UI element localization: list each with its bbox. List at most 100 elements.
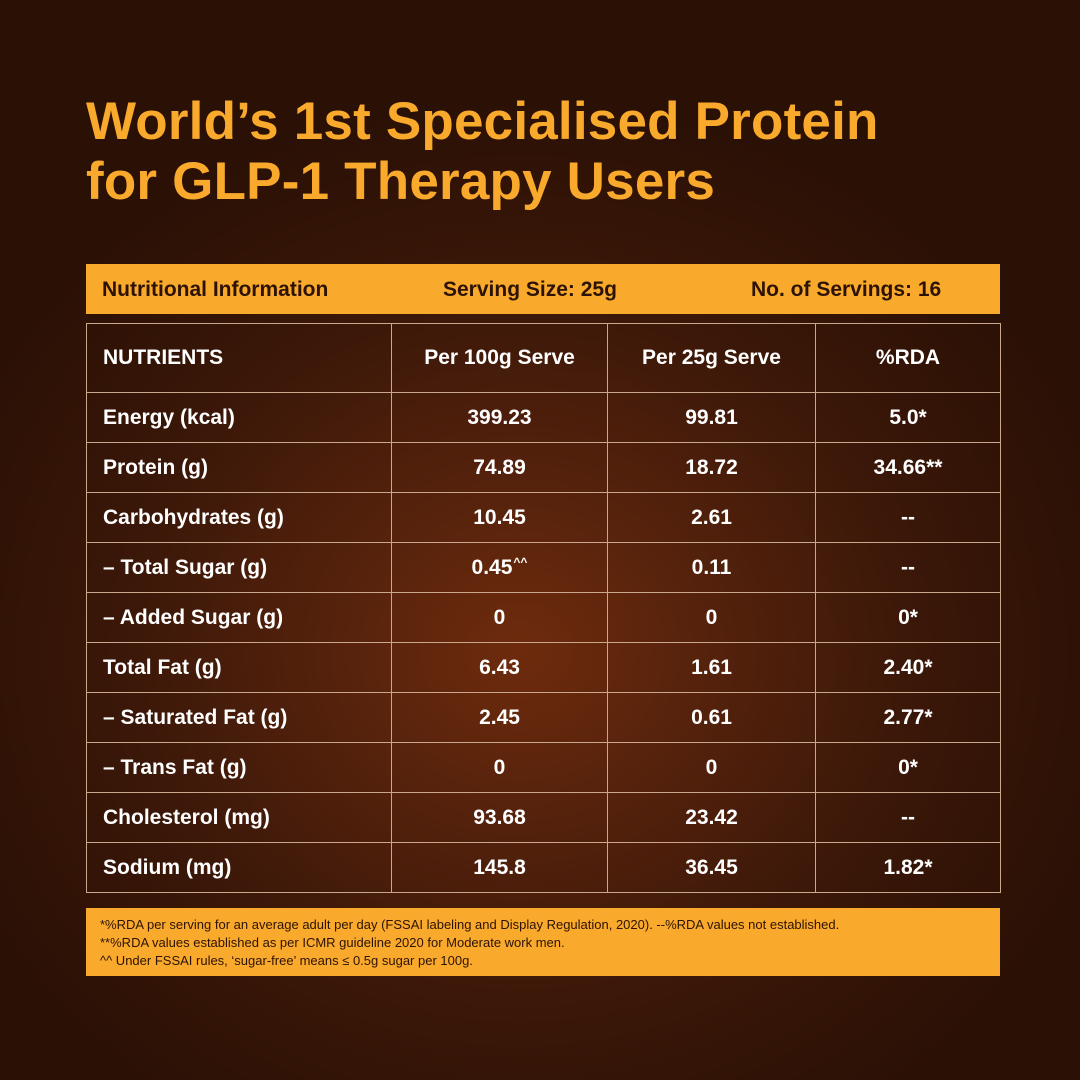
footnote-rda: *%RDA per serving for an average adult p… (100, 917, 840, 932)
cell-per-100g: 2.45 (391, 692, 608, 743)
cell-per-100g: 399.23 (391, 392, 608, 443)
title-line-2: for GLP-1 Therapy Users (86, 152, 716, 211)
cell-rda: 1.82* (815, 842, 1001, 893)
table-row: Carbohydrates (g) 10.45 2.61 -- (86, 492, 1001, 543)
cell-nutrient-value: Carbohydrates (g) (103, 505, 284, 529)
cell-per-100g-value: 399.23 (467, 405, 532, 429)
cell-per-100g-value: 0.45 (471, 556, 513, 579)
cell-nutrient: Protein (g) (86, 442, 392, 493)
cell-per-100g-value: 0 (493, 605, 506, 629)
cell-nutrient: – Saturated Fat (g) (86, 692, 392, 743)
header-rda: %RDA (815, 323, 1001, 393)
cell-per-100g: 0 (391, 742, 608, 793)
table-row: – Trans Fat (g) 0 0 0* (86, 742, 1001, 793)
nutrition-info-bar: Nutritional Information Serving Size: 25… (86, 264, 1000, 314)
cell-per-25g: 0 (607, 592, 816, 643)
cell-per-100g: 74.89 (391, 442, 608, 493)
cell-nutrient-value: Total Fat (g) (103, 655, 222, 679)
cell-nutrient-value: Sodium (mg) (103, 855, 232, 879)
cell-rda-value: 2.40* (883, 655, 933, 679)
cell-per-25g: 18.72 (607, 442, 816, 493)
nutrition-table: NUTRIENTS Per 100g Serve Per 25g Serve %… (86, 323, 1001, 893)
header-nutrients: NUTRIENTS (86, 323, 392, 393)
cell-per-25g: 1.61 (607, 642, 816, 693)
serving-size-label: Serving Size: 25g (443, 278, 617, 301)
cell-per-100g: 0.45^^ (391, 542, 608, 593)
cell-per-100g-value: 6.43 (479, 655, 520, 679)
cell-per-25g: 0 (607, 742, 816, 793)
cell-per-25g-value: 0 (705, 755, 718, 779)
cell-per-100g-value: 10.45 (473, 505, 526, 529)
cell-per-25g-value: 0 (705, 605, 718, 629)
table-row: Protein (g) 74.89 18.72 34.66** (86, 442, 1001, 493)
cell-per-25g: 99.81 (607, 392, 816, 443)
footnotes-box: *%RDA per serving for an average adult p… (86, 908, 1000, 976)
cell-nutrient-value: Cholesterol (mg) (103, 805, 270, 829)
cell-per-25g-value: 23.42 (685, 805, 738, 829)
cell-rda-value: -- (901, 555, 915, 579)
cell-per-25g-value: 2.61 (691, 505, 732, 529)
servings-count-label: No. of Servings: 16 (751, 278, 942, 301)
cell-nutrient-value: – Trans Fat (g) (103, 755, 247, 779)
cell-nutrient: – Trans Fat (g) (86, 742, 392, 793)
cell-per-25g: 23.42 (607, 792, 816, 843)
cell-nutrient-value: – Saturated Fat (g) (103, 705, 288, 729)
cell-per-100g-value: 0 (493, 755, 506, 779)
table-row: – Total Sugar (g) 0.45^^ 0.11 -- (86, 542, 1001, 593)
nutritional-information-label: Nutritional Information (102, 278, 329, 301)
footnote-marker: ^^ (513, 555, 528, 569)
cell-per-100g-value: 2.45 (479, 705, 520, 729)
cell-nutrient-value: Protein (g) (103, 455, 208, 479)
cell-per-25g-value: 0.11 (691, 555, 732, 579)
cell-nutrient: Energy (kcal) (86, 392, 392, 443)
cell-nutrient: – Total Sugar (g) (86, 542, 392, 593)
cell-rda: 2.40* (815, 642, 1001, 693)
cell-per-25g-value: 36.45 (685, 855, 738, 879)
cell-nutrient: Carbohydrates (g) (86, 492, 392, 543)
cell-per-100g-value: 74.89 (473, 455, 526, 479)
footnote-icmr: **%RDA values established as per ICMR gu… (100, 935, 565, 950)
cell-nutrient: Total Fat (g) (86, 642, 392, 693)
cell-rda-value: 1.82* (883, 855, 933, 879)
cell-rda-value: -- (901, 505, 915, 529)
table-row: Sodium (mg) 145.8 36.45 1.82* (86, 842, 1001, 893)
cell-per-100g: 145.8 (391, 842, 608, 893)
cell-nutrient: Cholesterol (mg) (86, 792, 392, 843)
cell-nutrient-value: Energy (kcal) (103, 405, 235, 429)
cell-rda-value: 2.77* (883, 705, 933, 729)
cell-rda: 0* (815, 592, 1001, 643)
cell-per-100g: 0 (391, 592, 608, 643)
table-header-row: NUTRIENTS Per 100g Serve Per 25g Serve %… (86, 323, 1001, 393)
table-row: Cholesterol (mg) 93.68 23.42 -- (86, 792, 1001, 843)
table-row: Total Fat (g) 6.43 1.61 2.40* (86, 642, 1001, 693)
cell-rda-value: 0* (898, 755, 918, 779)
cell-rda-value: 5.0* (889, 405, 927, 429)
cell-per-25g: 2.61 (607, 492, 816, 543)
cell-per-25g-value: 1.61 (691, 655, 732, 679)
title-line-1: World’s 1st Specialised Protein (86, 92, 879, 151)
footnote-sugar-free: ^^ Under FSSAI rules, ‘sugar-free’ means… (100, 953, 473, 968)
cell-per-100g: 10.45 (391, 492, 608, 543)
cell-rda: -- (815, 792, 1001, 843)
cell-per-25g: 0.61 (607, 692, 816, 743)
table-row: – Saturated Fat (g) 2.45 0.61 2.77* (86, 692, 1001, 743)
cell-per-25g: 0.11 (607, 542, 816, 593)
cell-per-25g-value: 18.72 (685, 455, 738, 479)
cell-per-25g-value: 99.81 (685, 405, 738, 429)
cell-per-100g: 93.68 (391, 792, 608, 843)
cell-rda-value: 0* (898, 605, 918, 629)
table-row: – Added Sugar (g) 0 0 0* (86, 592, 1001, 643)
cell-rda: 34.66** (815, 442, 1001, 493)
cell-per-100g: 6.43 (391, 642, 608, 693)
header-per-100g: Per 100g Serve (391, 323, 608, 393)
cell-rda-value: -- (901, 805, 915, 829)
cell-per-25g: 36.45 (607, 842, 816, 893)
cell-rda: 0* (815, 742, 1001, 793)
cell-nutrient-value: – Total Sugar (g) (103, 555, 268, 579)
cell-nutrient: Sodium (mg) (86, 842, 392, 893)
cell-per-100g-value: 145.8 (473, 855, 526, 879)
cell-per-100g-value: 93.68 (473, 805, 526, 829)
header-per-25g: Per 25g Serve (607, 323, 816, 393)
cell-rda-value: 34.66** (873, 455, 943, 479)
page-title: World’s 1st Specialised Protein for GLP-… (86, 92, 1006, 212)
